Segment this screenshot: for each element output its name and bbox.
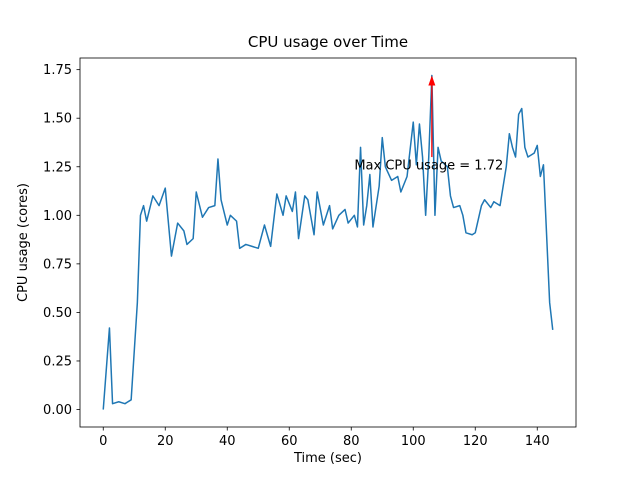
y-axis-label: CPU usage (cores) [16, 183, 31, 302]
y-tick-label: 1.75 [43, 63, 72, 78]
x-tick-label: 140 [525, 434, 550, 449]
y-tick-label: 1.25 [43, 160, 72, 175]
y-tick-label: 1.00 [43, 209, 72, 224]
x-tick-label: 60 [281, 434, 298, 449]
cpu-usage-line [102, 74, 554, 410]
y-axis-ticks: 0.00 0.25 0.50 0.75 1.00 1.25 1.50 1.75 [43, 63, 80, 418]
x-tick-label: 120 [463, 434, 488, 449]
y-tick-label: 0.00 [43, 403, 72, 418]
annotation-arrowhead [428, 75, 436, 86]
x-tick-label: 40 [219, 434, 236, 449]
chart-title: CPU usage over Time [248, 33, 408, 51]
plot-border [79, 57, 577, 428]
annotation-text: Max CPU usage = 1.72 [354, 159, 503, 174]
x-tick-label: 0 [99, 434, 107, 449]
y-tick-label: 0.25 [43, 354, 72, 369]
y-tick-label: 0.50 [43, 306, 72, 321]
max-annotation: Max CPU usage = 1.72 [354, 75, 503, 174]
y-tick-label: 0.75 [43, 257, 72, 272]
x-axis-ticks: 0 20 40 60 80 100 120 140 [99, 427, 550, 449]
x-axis-label: Time (sec) [293, 451, 362, 466]
y-tick-label: 1.50 [43, 112, 72, 127]
x-tick-label: 100 [401, 434, 426, 449]
plot-background [80, 58, 576, 427]
x-tick-label: 80 [343, 434, 360, 449]
x-tick-label: 20 [157, 434, 174, 449]
